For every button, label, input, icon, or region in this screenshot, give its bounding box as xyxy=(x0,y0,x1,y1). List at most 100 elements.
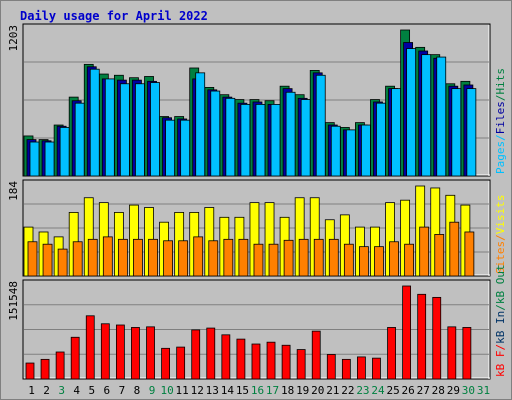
bar-pages-day-11 xyxy=(180,119,191,177)
side-legend-2: Sites/Visits xyxy=(494,195,507,275)
x-tick-day-15: 15 xyxy=(236,384,249,397)
bar-pages-day-13 xyxy=(210,90,221,177)
bar-sites-day-12 xyxy=(193,236,204,277)
x-tick-day-23: 23 xyxy=(356,384,369,397)
bar-sites-day-17 xyxy=(268,243,279,277)
bar-kb-f-day-26 xyxy=(402,285,412,380)
legend-entry: Files xyxy=(494,101,507,134)
bar-sites-day-7 xyxy=(117,238,128,277)
bar-kb-f-day-27 xyxy=(417,293,427,380)
bar-pages-day-20 xyxy=(315,74,326,177)
x-tick-day-30: 30 xyxy=(462,384,475,397)
legend-entry: / xyxy=(494,95,507,102)
bar-pages-day-12 xyxy=(195,72,206,177)
bar-pages-day-5 xyxy=(89,68,100,177)
bar-kb-f-day-9 xyxy=(146,326,155,380)
bar-kb-f-day-4 xyxy=(70,336,80,380)
x-tick-day-7: 7 xyxy=(119,384,126,397)
bar-kb-f-day-2 xyxy=(40,358,50,380)
x-tick-day-22: 22 xyxy=(341,384,354,397)
x-tick-day-12: 12 xyxy=(191,384,204,397)
x-tick-day-4: 4 xyxy=(73,384,80,397)
bar-kb-f-day-22 xyxy=(341,358,351,380)
bar-pages-day-7 xyxy=(119,83,130,177)
bar-pages-day-24 xyxy=(376,102,386,177)
bar-kb-f-day-24 xyxy=(372,357,381,380)
x-tick-day-2: 2 xyxy=(43,384,50,397)
bar-pages-day-29 xyxy=(451,88,462,177)
bar-pages-day-23 xyxy=(361,124,371,177)
x-tick-day-27: 27 xyxy=(417,384,430,397)
bar-kb-f-day-30 xyxy=(462,327,472,380)
bar-sites-day-1 xyxy=(27,241,38,277)
legend-entry: Hits xyxy=(494,68,507,95)
bar-kb-f-day-29 xyxy=(447,326,457,380)
bar-pages-day-2 xyxy=(44,141,55,177)
x-tick-day-3: 3 xyxy=(58,384,65,397)
bar-sites-day-24 xyxy=(374,246,384,277)
bar-pages-day-8 xyxy=(135,83,145,177)
bar-sites-day-13 xyxy=(208,240,219,277)
bar-sites-day-30 xyxy=(464,231,475,277)
bar-sites-day-5 xyxy=(87,238,98,277)
x-tick-day-6: 6 xyxy=(104,384,111,397)
x-tick-day-26: 26 xyxy=(402,384,415,397)
x-tick-day-29: 29 xyxy=(447,384,460,397)
x-tick-day-13: 13 xyxy=(206,384,219,397)
x-tick-day-17: 17 xyxy=(266,384,279,397)
x-tick-day-18: 18 xyxy=(281,384,294,397)
bar-kb-f-day-19 xyxy=(296,349,306,380)
bar-pages-day-4 xyxy=(74,102,85,177)
bar-kb-f-day-13 xyxy=(206,327,216,380)
bar-pages-day-28 xyxy=(436,56,447,177)
x-tick-day-20: 20 xyxy=(311,384,324,397)
legend-entry: / xyxy=(494,134,507,141)
bar-sites-day-28 xyxy=(434,234,445,277)
legend-entry: Pages xyxy=(494,141,507,174)
legend-entry: kB Out xyxy=(494,264,507,304)
bar-sites-day-3 xyxy=(57,248,68,277)
bar-kb-f-day-3 xyxy=(55,351,65,380)
bar-pages-day-27 xyxy=(421,54,432,177)
bar-sites-day-26 xyxy=(404,243,415,277)
bar-pages-day-18 xyxy=(285,91,296,177)
bar-kb-f-day-20 xyxy=(311,330,321,380)
legend-entry: kB F xyxy=(494,351,507,378)
bar-pages-day-30 xyxy=(466,88,477,177)
bar-sites-day-8 xyxy=(133,238,143,277)
x-tick-day-9: 9 xyxy=(149,384,156,397)
x-tick-day-31: 31 xyxy=(477,384,490,397)
bar-sites-day-6 xyxy=(102,236,113,277)
bar-kb-f-day-5 xyxy=(85,315,95,380)
bar-kb-f-day-17 xyxy=(266,341,276,380)
bar-pages-day-16 xyxy=(255,104,266,177)
bar-sites-day-23 xyxy=(359,246,369,277)
bar-sites-day-29 xyxy=(449,221,460,277)
legend-entry: Sites xyxy=(494,241,507,274)
side-legend-3: kB F/kB In/kB Out xyxy=(494,264,507,377)
legend-entry: / xyxy=(494,344,507,351)
bar-kb-f-day-10 xyxy=(161,347,170,380)
bar-pages-day-26 xyxy=(406,48,417,177)
legend-entry: / xyxy=(494,234,507,241)
bar-kb-f-day-14 xyxy=(221,334,231,380)
bar-pages-day-19 xyxy=(300,99,311,177)
bar-pages-day-6 xyxy=(104,78,115,177)
side-legend-1: Pages/Files/Hits xyxy=(494,68,507,174)
x-tick-day-28: 28 xyxy=(432,384,445,397)
x-tick-day-11: 11 xyxy=(176,384,189,397)
bar-pages-day-15 xyxy=(240,104,251,177)
legend-entry: / xyxy=(494,304,507,311)
bar-kb-f-day-28 xyxy=(432,296,442,380)
x-tick-day-25: 25 xyxy=(386,384,399,397)
bar-kb-f-day-11 xyxy=(176,346,186,380)
bar-sites-day-27 xyxy=(419,226,430,277)
bar-kb-f-day-7 xyxy=(115,324,125,380)
bar-kb-f-day-25 xyxy=(387,327,396,380)
x-tick-day-10: 10 xyxy=(160,384,173,397)
bar-sites-day-20 xyxy=(313,238,324,277)
bar-kb-f-day-23 xyxy=(357,356,366,380)
bar-pages-day-14 xyxy=(225,97,236,177)
bar-sites-day-16 xyxy=(253,243,264,277)
